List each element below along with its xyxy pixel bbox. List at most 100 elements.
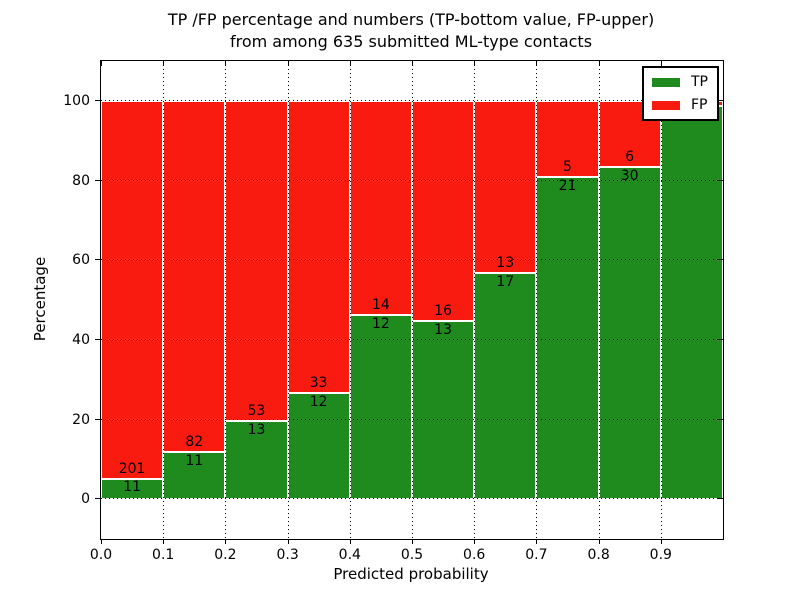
x-tick <box>412 539 413 544</box>
gridline-horizontal <box>101 259 723 261</box>
x-tick-top <box>287 61 289 66</box>
bar-segment-tp <box>412 320 475 500</box>
legend-row: FP <box>652 98 708 112</box>
legend-swatch-fp-icon <box>652 100 680 110</box>
x-tick-label: 0.1 <box>152 547 175 563</box>
y-tick <box>95 99 101 101</box>
x-tick <box>474 539 476 544</box>
y-tick-label: 80 <box>72 172 90 189</box>
bar-segment-fp <box>287 100 350 393</box>
y-tick-right <box>717 338 723 340</box>
y-tick-label: 20 <box>72 411 90 428</box>
x-tick <box>349 539 351 544</box>
y-tick-label: 40 <box>72 331 90 348</box>
x-tick-label: 0.2 <box>214 547 237 563</box>
gridline-horizontal <box>101 418 723 420</box>
fp-count-label: 33 <box>309 374 328 391</box>
y-tick-right <box>717 179 723 181</box>
bar-segment-fp <box>101 100 164 479</box>
fp-count-label: 14 <box>371 297 390 314</box>
gridline-horizontal <box>101 498 723 500</box>
fp-count-label: 53 <box>247 402 266 419</box>
x-tick <box>598 539 600 544</box>
gridline-vertical <box>225 61 227 539</box>
legend-label: TP <box>691 74 708 90</box>
plot-area: TP FP 201 11 82 11 53 13 33 12 14 12 16 13 13 17 5 21 6 30… <box>63 60 724 563</box>
gridline-vertical <box>412 61 413 539</box>
bar-segment-tp <box>163 452 226 500</box>
y-tick <box>95 179 101 181</box>
x-tick-label: 0.5 <box>400 547 424 563</box>
bar-segment-tp <box>349 315 412 500</box>
chart-title: TP /FP percentage and numbers (TP-bottom… <box>100 9 722 53</box>
x-tick-top <box>598 61 600 66</box>
y-tick-label: 100 <box>63 92 90 109</box>
y-tick-right <box>717 259 723 261</box>
x-tick-label: 0.0 <box>89 547 113 563</box>
y-axis-label: Percentage <box>31 256 49 342</box>
bar-segment-tp <box>660 106 723 500</box>
x-tick-top <box>101 61 102 66</box>
y-tick <box>95 418 101 420</box>
fp-count-label: 6 <box>625 149 635 166</box>
y-tick <box>95 338 101 340</box>
legend-label: FP <box>691 97 708 113</box>
fp-count-label: 82 <box>185 434 204 451</box>
y-tick-label: 0 <box>81 491 90 508</box>
tp-count-label: 13 <box>434 321 452 338</box>
x-tick <box>660 539 662 544</box>
gridline-horizontal <box>101 338 723 340</box>
tp-count-label: 13 <box>247 421 266 438</box>
x-tick-label: 0.9 <box>649 547 672 563</box>
y-tick-right <box>717 498 723 500</box>
bar-segment-fp <box>349 100 412 316</box>
fp-count-label: 13 <box>496 255 515 272</box>
x-tick-label: 0.6 <box>463 547 486 563</box>
gridline-vertical <box>287 61 289 539</box>
chart-title-line2: from among 635 submitted ML-type contact… <box>229 32 593 51</box>
legend-row: TP <box>652 75 708 89</box>
x-tick <box>287 539 289 544</box>
gridline-vertical <box>474 61 476 539</box>
y-tick-right <box>717 99 723 101</box>
bar-segment-fp <box>163 100 226 453</box>
gridline-vertical <box>598 61 600 539</box>
gridline-vertical <box>536 61 538 539</box>
tp-count-label: 30 <box>620 168 639 185</box>
bar-segment-tp <box>474 273 537 500</box>
x-tick-label: 0.3 <box>276 547 299 563</box>
x-tick-label: 0.7 <box>525 547 548 563</box>
x-tick-top <box>474 61 476 66</box>
tp-count-label: 11 <box>123 479 141 496</box>
bar-segment-tp <box>287 392 350 500</box>
fp-count-label: 201 <box>118 460 146 477</box>
bar-segment-fp <box>474 100 537 274</box>
tp-count-label: 12 <box>371 316 390 333</box>
gridline-horizontal <box>101 99 723 101</box>
x-tick-top <box>349 61 351 66</box>
tp-count-label: 12 <box>309 393 328 410</box>
bar-segment-fp <box>412 100 475 321</box>
x-tick-top <box>412 61 413 66</box>
chart-title-line1: TP /FP percentage and numbers (TP-bottom… <box>167 10 655 29</box>
gridline-vertical <box>660 61 662 539</box>
x-tick-top <box>225 61 227 66</box>
x-tick-top <box>163 61 165 66</box>
gridline-vertical <box>349 61 351 539</box>
x-tick-top <box>660 61 662 66</box>
tp-count-label: 17 <box>496 274 515 291</box>
x-axis-label: Predicted probability <box>333 565 489 583</box>
legend-swatch-tp-icon <box>652 77 680 87</box>
x-tick <box>225 539 227 544</box>
fp-count-label: 16 <box>434 302 452 319</box>
y-tick-label: 60 <box>72 252 90 269</box>
y-tick <box>95 259 101 261</box>
bar-segment-fp <box>225 100 288 421</box>
gridline-vertical <box>163 61 165 539</box>
x-tick-top <box>536 61 538 66</box>
fp-count-label: 5 <box>563 159 572 176</box>
y-tick <box>95 498 101 500</box>
x-tick <box>536 539 538 544</box>
gridline-horizontal <box>101 179 723 181</box>
